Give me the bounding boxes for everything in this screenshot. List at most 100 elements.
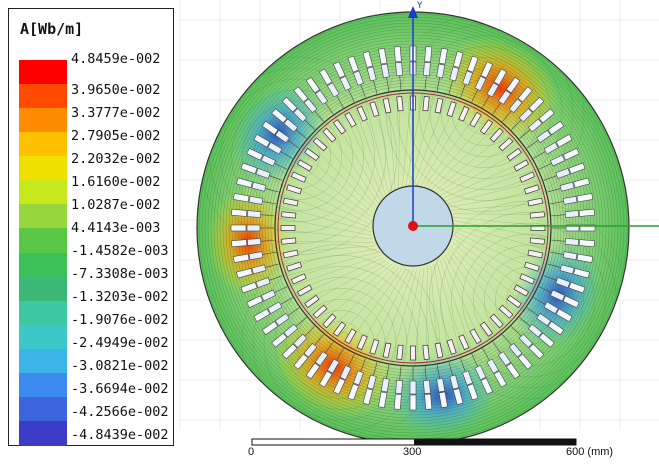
rotor-bar: [396, 344, 404, 360]
scale-label-end: 600 (mm): [566, 446, 614, 458]
stator-slot: [526, 307, 565, 336]
rotor-bar: [369, 339, 380, 355]
stator-slot: [232, 251, 277, 263]
stator-slot: [318, 348, 344, 388]
rotor-bar: [286, 184, 302, 195]
stator-slot: [549, 251, 594, 263]
scale-label-zero: 0: [248, 446, 255, 458]
stator-slots: [230, 45, 596, 411]
rotor-bar: [529, 211, 545, 219]
stator-slot: [305, 341, 334, 380]
rotor-bar: [519, 171, 536, 183]
stator-slot: [502, 86, 533, 122]
stator-slot: [460, 358, 479, 401]
stator-slot: [318, 68, 344, 108]
stator-slot: [281, 96, 315, 130]
rotor-bar: [312, 137, 328, 152]
stator-slot: [271, 317, 307, 348]
rotor-bar: [527, 249, 544, 259]
rotor-bar: [304, 147, 320, 162]
stator-slot: [549, 193, 594, 205]
stator-slot: [482, 348, 508, 388]
stator-slot: [246, 147, 288, 170]
legend-label: -7.3308e-003: [71, 266, 169, 282]
rotor-bar: [506, 294, 522, 309]
stator-slot: [551, 238, 595, 248]
legend-label: 4.4143e-003: [71, 220, 161, 236]
rotor-bar: [296, 159, 313, 172]
rotor-bar: [410, 345, 416, 361]
rotor-bar: [296, 284, 313, 297]
stator-slot: [378, 364, 390, 409]
legend-label: -3.6694e-002: [71, 381, 169, 397]
legend-label: -1.3203e-002: [71, 289, 169, 305]
rotor-bar: [446, 101, 457, 117]
origin-marker: [408, 221, 418, 231]
stator-slot: [471, 61, 494, 103]
stator-slot: [492, 76, 521, 115]
rotor-bar: [434, 97, 444, 114]
rotor-bar: [524, 184, 540, 195]
rotor-bar: [382, 342, 392, 359]
y-axis-arrow-icon: [408, 6, 418, 18]
stator-slot: [293, 86, 324, 122]
legend-label: 2.2032e-002: [71, 151, 161, 167]
legend-label: 4.8459e-002: [71, 51, 161, 67]
stator-slot: [393, 46, 403, 90]
legend-color-swatch: [19, 300, 67, 326]
rotor-bar: [304, 294, 320, 309]
rotor-bar: [332, 119, 347, 135]
stator-slot: [253, 133, 293, 159]
stator-slot: [543, 162, 586, 181]
stator-slot: [448, 51, 464, 94]
rotor-bar: [479, 119, 494, 135]
legend-color-swatch: [19, 180, 67, 205]
stator-slot: [538, 147, 580, 170]
rotor-bar: [290, 171, 307, 183]
rotor-bar: [434, 342, 444, 359]
legend-label: 3.9650e-002: [71, 82, 161, 98]
stator-slot: [253, 297, 293, 323]
stator-slot: [347, 358, 366, 401]
legend-color-swatch: [19, 228, 67, 253]
stator-slot: [471, 353, 494, 395]
stator-slot: [436, 47, 448, 92]
rotor-bar: [286, 261, 302, 272]
rotor-bar: [506, 147, 522, 162]
stator-slot: [393, 366, 403, 410]
rotor-bar: [513, 284, 530, 297]
rotor-bar: [332, 321, 347, 337]
stator-slot: [448, 362, 464, 405]
legend-color-swatch: [19, 324, 67, 350]
stator-slot: [305, 76, 334, 115]
stator-slot: [538, 286, 580, 309]
rotor-bar: [458, 334, 470, 351]
stator-slot: [271, 108, 307, 139]
stator-slot: [236, 263, 279, 279]
legend-color-swatch: [19, 108, 67, 133]
legend-label: -3.0821e-002: [71, 358, 169, 374]
rotor-bar: [446, 339, 457, 355]
rotor-bar: [469, 111, 482, 128]
stator-slot: [533, 133, 573, 159]
scale-bar: [251, 438, 577, 446]
legend-label: 2.7905e-002: [71, 128, 161, 144]
rotor-bar: [280, 225, 296, 231]
legend-color-swatch: [19, 420, 67, 446]
rotor-bar: [479, 321, 494, 337]
rotor-bar: [344, 328, 357, 345]
rotor-bar: [529, 237, 545, 245]
rotor-bar: [322, 127, 337, 143]
stator-slot: [332, 353, 355, 395]
stator-slot: [378, 47, 390, 92]
rotor-bar: [322, 313, 337, 329]
rotor-bar: [312, 304, 328, 319]
stator-slot: [236, 177, 279, 193]
legend-color-swatch: [19, 60, 67, 85]
stator-slot: [551, 208, 595, 218]
stator-slot: [261, 307, 300, 336]
stator-slot: [436, 364, 448, 409]
rotor-bar: [498, 304, 514, 319]
rotor-bar: [519, 273, 536, 285]
